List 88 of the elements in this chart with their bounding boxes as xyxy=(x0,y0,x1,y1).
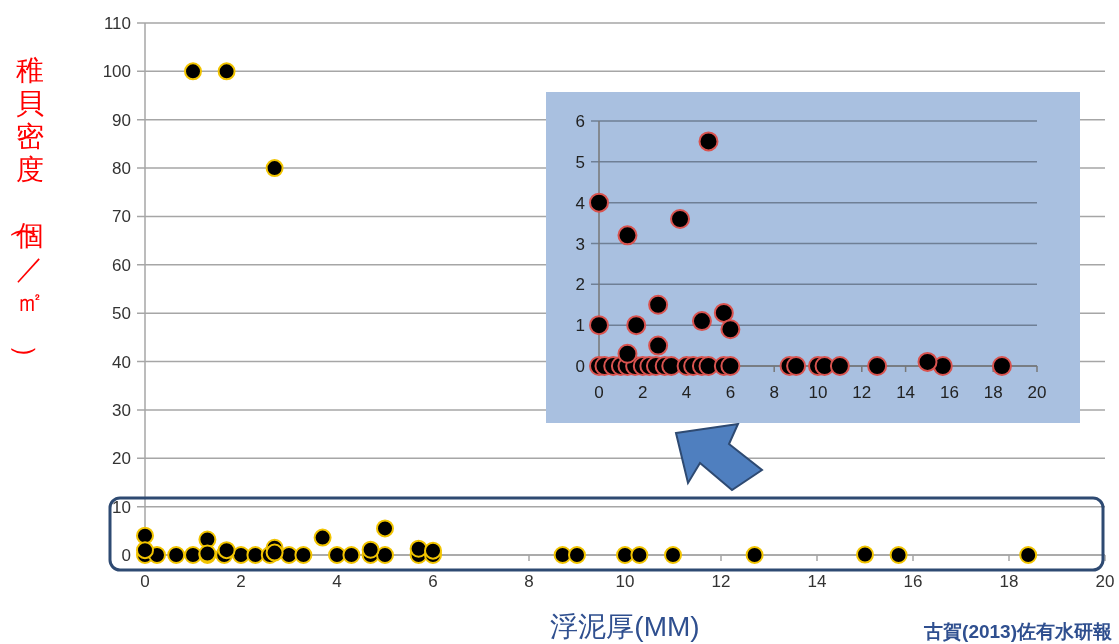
point xyxy=(720,319,741,340)
x-tick-label: 0 xyxy=(140,572,150,591)
y-tick-label: 70 xyxy=(112,207,131,227)
point xyxy=(713,302,734,323)
point xyxy=(184,546,202,564)
point xyxy=(409,539,428,558)
x-tick-label: 6 xyxy=(725,383,736,402)
text: 古賀(2013)佐有水研報 xyxy=(923,621,1113,642)
point xyxy=(991,356,1012,376)
point xyxy=(856,545,874,564)
y-tick-label: 40 xyxy=(112,352,131,372)
point xyxy=(265,543,284,562)
y-tick-label: 110 xyxy=(103,14,131,33)
point xyxy=(361,540,380,559)
point xyxy=(648,294,669,315)
point xyxy=(217,62,236,81)
x-tick-label: 12 xyxy=(711,572,731,591)
point xyxy=(889,546,908,564)
point xyxy=(568,546,586,564)
x-tick-label: 14 xyxy=(896,383,916,402)
point xyxy=(720,356,741,376)
point xyxy=(670,209,691,229)
y-tick-label: 4 xyxy=(575,193,585,213)
x-tick-label: 12 xyxy=(852,383,872,402)
point xyxy=(424,541,442,560)
point xyxy=(829,356,850,376)
point xyxy=(626,315,647,336)
x-tick-label: 20 xyxy=(1027,383,1047,402)
point xyxy=(786,356,807,376)
x-tick-label: 8 xyxy=(524,572,534,591)
point xyxy=(698,131,719,152)
y-tick-label: 6 xyxy=(575,112,585,131)
y-tick-label: 50 xyxy=(112,304,131,324)
y-tick-label: 0 xyxy=(121,546,131,565)
point xyxy=(342,546,361,564)
point xyxy=(932,356,953,376)
point xyxy=(867,356,888,376)
point xyxy=(616,546,634,564)
point xyxy=(617,225,638,246)
point xyxy=(376,546,394,564)
point xyxy=(328,546,346,564)
x-tick-label: 8 xyxy=(769,383,779,402)
point xyxy=(313,528,332,547)
x-tick-label: 0 xyxy=(594,383,604,402)
x-tick-label: 14 xyxy=(807,572,827,591)
y-tick-label: 1 xyxy=(575,316,585,336)
x-tick-label: 10 xyxy=(615,572,635,591)
point xyxy=(648,335,669,356)
x-tick-label: 2 xyxy=(638,383,648,402)
y-tick-label: 20 xyxy=(112,449,131,469)
y-tick-label: 30 xyxy=(112,400,131,420)
point xyxy=(184,62,202,81)
y-tick-label: 3 xyxy=(575,234,585,254)
y-tick-label: 10 xyxy=(112,497,131,517)
x-tick-label: 4 xyxy=(332,572,342,591)
point xyxy=(589,192,609,213)
point xyxy=(376,519,394,538)
point xyxy=(589,315,609,336)
x-tick-label: 16 xyxy=(939,383,959,402)
x-tick-label: 6 xyxy=(428,572,438,591)
point xyxy=(217,541,236,560)
point xyxy=(617,343,638,364)
y-tick-label: 0 xyxy=(575,357,585,376)
x-axis-title: 浮泥厚(MM) xyxy=(550,611,700,642)
x-tick-label: 18 xyxy=(999,572,1019,591)
point xyxy=(1019,546,1038,564)
y-tick-label: 5 xyxy=(575,152,585,172)
point xyxy=(745,546,764,564)
x-tick-label: 20 xyxy=(1095,572,1115,591)
point xyxy=(917,351,938,372)
point xyxy=(265,159,284,178)
x-tick-label: 18 xyxy=(983,383,1003,402)
point xyxy=(664,546,682,564)
y-tick-label: 100 xyxy=(102,62,131,82)
y-tick-label: 80 xyxy=(112,159,131,179)
point xyxy=(691,311,712,332)
x-tick-label: 2 xyxy=(236,572,246,591)
point xyxy=(167,546,186,564)
x-tick-label: 10 xyxy=(808,383,828,402)
y-tick-label: 2 xyxy=(575,275,585,295)
x-tick-label: 16 xyxy=(903,572,923,591)
point xyxy=(294,546,313,564)
x-tick-label: 4 xyxy=(681,383,692,402)
y-tick-label: 60 xyxy=(112,255,131,275)
y-tick-label: 90 xyxy=(112,110,131,130)
point xyxy=(630,546,649,564)
point xyxy=(136,541,154,560)
point xyxy=(136,526,154,545)
